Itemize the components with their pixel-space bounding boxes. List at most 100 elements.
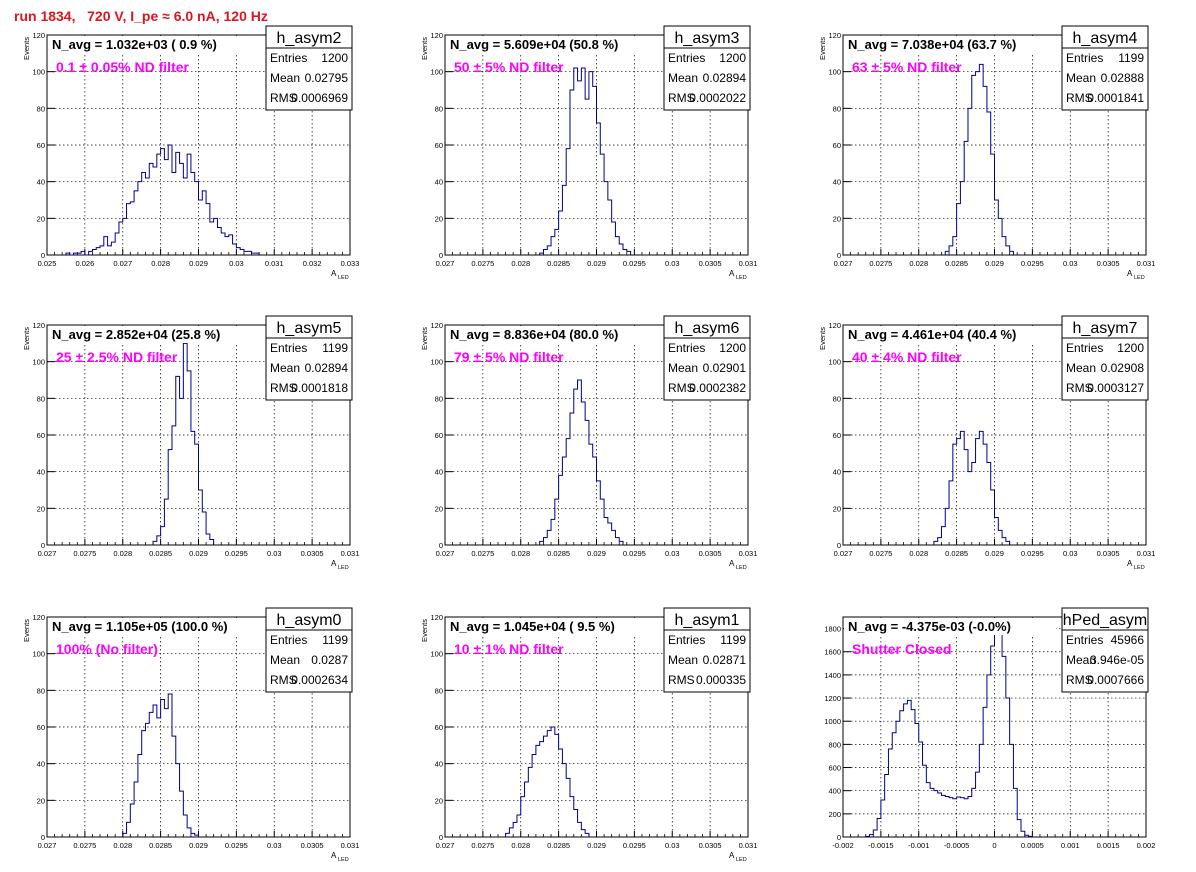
x-axis-title: A xyxy=(331,559,337,568)
x-tick-label: 0.027 xyxy=(834,259,853,268)
x-tick-label: 0.0015 xyxy=(1097,841,1120,850)
x-axis-title: A xyxy=(1127,269,1133,278)
y-tick-label: 1200 xyxy=(824,694,841,703)
x-tick-label: 0.0285 xyxy=(945,549,968,558)
x-tick-label: 0.0275 xyxy=(869,259,892,268)
histogram-panel-h_asym0: 0.027 0.0275 0.028 0.0285 0.029 0.0295 0.03 0.0… xyxy=(22,607,359,863)
x-tick-label: 0.0305 xyxy=(699,549,722,558)
x-tick-label: 0.0305 xyxy=(301,841,324,850)
y-tick-label: 20 xyxy=(37,214,45,223)
stats-value: 0.0001818 xyxy=(291,381,348,395)
stats-value: 1199 xyxy=(720,633,746,647)
y-tick-label: 600 xyxy=(828,764,841,773)
x-tick-label: 0.002 xyxy=(1137,841,1156,850)
filter-annotation: 0.1 ± 0.05% ND filter xyxy=(56,59,190,75)
y-tick-label: 60 xyxy=(37,141,45,150)
stats-box-title: h_asym1 xyxy=(675,612,740,629)
stats-label: RMS xyxy=(1066,381,1093,395)
stats-value: 0.02894 xyxy=(703,71,747,85)
navg-label-bg xyxy=(844,326,1056,343)
stats-label: RMS xyxy=(668,381,695,395)
y-tick-label: 80 xyxy=(833,394,841,403)
x-axis-title-sub: LED xyxy=(338,565,349,571)
navg-label-bg xyxy=(844,36,1056,53)
x-tick-label: 0.027 xyxy=(436,549,455,558)
x-tick-label: 0.03 xyxy=(1063,259,1078,268)
stats-box-title: h_asym6 xyxy=(675,320,740,337)
navg-label: N_avg = 7.038e+04 (63.7 %) xyxy=(848,37,1016,52)
x-tick-label: 0.0275 xyxy=(73,549,96,558)
x-tick-label: 0.0305 xyxy=(699,841,722,850)
y-tick-label: 80 xyxy=(37,104,45,113)
y-tick-label: 20 xyxy=(435,796,443,805)
x-tick-label: 0.029 xyxy=(189,259,208,268)
filter-annotation: 40 ± 4% ND filter xyxy=(852,349,962,365)
x-tick-label: 0.0295 xyxy=(225,841,248,850)
y-tick-label: 1000 xyxy=(824,717,841,726)
histogram-line xyxy=(122,693,199,837)
stats-label: RMS xyxy=(270,673,297,687)
x-tick-label: 0.025 xyxy=(38,259,57,268)
y-tick-label: 0 xyxy=(41,251,45,260)
x-tick-label: 0.0295 xyxy=(623,841,646,850)
stats-label: Entries xyxy=(270,51,307,65)
stats-label: Mean xyxy=(1066,71,1096,85)
y-tick-label: 80 xyxy=(833,104,841,113)
filter-annotation: 10 ± 1% ND filter xyxy=(454,641,564,657)
stats-value: 0.02795 xyxy=(305,71,349,85)
x-tick-label: -0.002 xyxy=(832,841,853,850)
y-tick-label: 1600 xyxy=(824,648,841,657)
histogram-panel-h_asym7: 0.027 0.0275 0.028 0.0285 0.029 0.0295 0.03 0.0… xyxy=(818,315,1155,571)
stats-label: Mean xyxy=(668,361,698,375)
x-tick-label: 0.028 xyxy=(909,259,928,268)
stats-value: 1200 xyxy=(719,341,746,355)
stats-value: 1200 xyxy=(321,51,348,65)
y-tick-label: 80 xyxy=(37,394,45,403)
x-tick-label: 0.031 xyxy=(739,549,758,558)
x-axis-title-sub: LED xyxy=(736,565,747,571)
navg-label: N_avg = 8.836e+04 (80.0 %) xyxy=(450,327,618,342)
x-tick-label: 0.0005 xyxy=(1021,841,1044,850)
filter-annotation: 100% (No filter) xyxy=(56,641,158,657)
x-axis-title-sub: LED xyxy=(1134,565,1145,571)
y-tick-label: 0 xyxy=(41,833,45,842)
histogram-panel-h_asym3: 0.027 0.0275 0.028 0.0285 0.029 0.0295 0.03 0.0… xyxy=(420,25,757,281)
y-axis-title: Events xyxy=(420,37,429,60)
stats-box-title: h_asym3 xyxy=(675,30,740,47)
y-tick-label: 0 xyxy=(837,541,841,550)
y-tick-label: 120 xyxy=(828,31,841,40)
x-tick-label: 0.029 xyxy=(587,259,606,268)
stats-value: 0.0001841 xyxy=(1087,91,1144,105)
x-tick-label: 0.0285 xyxy=(547,841,570,850)
stats-box xyxy=(663,629,751,693)
stats-label: Mean xyxy=(668,653,698,667)
y-tick-label: 80 xyxy=(435,394,443,403)
y-tick-label: 100 xyxy=(430,68,443,77)
stats-label: RMS xyxy=(270,91,297,105)
stats-box xyxy=(663,337,751,401)
stats-label: Mean xyxy=(1066,361,1096,375)
stats-box-title: h_asym5 xyxy=(277,320,342,337)
x-tick-label: 0.0275 xyxy=(471,549,494,558)
y-tick-label: 120 xyxy=(430,321,443,330)
y-tick-label: 120 xyxy=(430,31,443,40)
x-tick-label: 0.031 xyxy=(341,549,360,558)
x-tick-label: 0.0305 xyxy=(1097,259,1120,268)
y-tick-label: 120 xyxy=(32,321,45,330)
x-tick-label: 0.0305 xyxy=(699,259,722,268)
x-tick-label: 0.03 xyxy=(665,259,680,268)
y-tick-label: 40 xyxy=(435,178,443,187)
stats-value: 1199 xyxy=(1118,51,1144,65)
y-tick-label: 40 xyxy=(435,468,443,477)
y-tick-label: 60 xyxy=(435,431,443,440)
y-tick-label: 40 xyxy=(435,760,443,769)
y-tick-label: 20 xyxy=(435,214,443,223)
x-tick-label: 0.0295 xyxy=(1021,259,1044,268)
stats-label: RMS xyxy=(1066,673,1093,687)
x-tick-label: 0.029 xyxy=(587,841,606,850)
filter-annotation: 63 ± 5% ND filter xyxy=(852,59,962,75)
y-tick-label: 80 xyxy=(435,104,443,113)
y-tick-label: 100 xyxy=(32,358,45,367)
stats-label: RMS xyxy=(270,381,297,395)
navg-label-bg xyxy=(446,36,658,53)
